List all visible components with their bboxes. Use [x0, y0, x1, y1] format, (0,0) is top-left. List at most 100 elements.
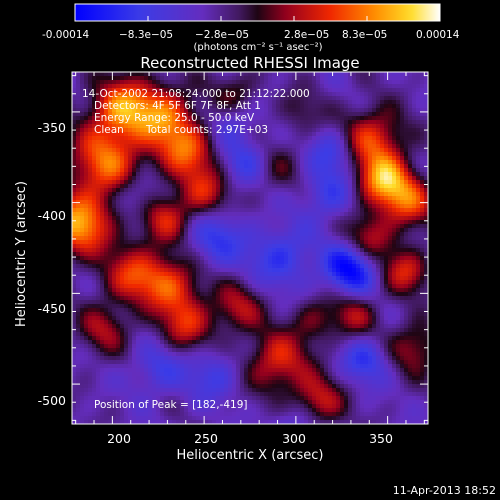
heatmap-cell	[296, 152, 300, 156]
heatmap-cell	[412, 200, 416, 204]
heatmap-cell	[388, 120, 392, 124]
heatmap-cell	[128, 208, 132, 212]
heatmap-cell	[396, 244, 400, 248]
heatmap-cell	[304, 216, 308, 220]
heatmap-cell	[376, 248, 380, 252]
heatmap-cell	[204, 96, 208, 100]
heatmap-cell	[212, 212, 216, 216]
heatmap-cell	[232, 248, 236, 252]
heatmap-cell	[80, 256, 84, 260]
heatmap-cell	[208, 188, 212, 192]
heatmap-cell	[360, 288, 364, 292]
heatmap-cell	[300, 216, 304, 220]
heatmap-cell	[92, 176, 96, 180]
heatmap-cell	[368, 172, 372, 176]
heatmap-cell	[76, 84, 80, 88]
heatmap-cell	[272, 196, 276, 200]
heatmap-cell	[408, 132, 412, 136]
heatmap-cell	[148, 84, 152, 88]
heatmap-cell	[160, 252, 164, 256]
heatmap-cell	[368, 216, 372, 220]
heatmap-cell	[88, 284, 92, 288]
heatmap-cell	[416, 284, 420, 288]
heatmap-cell	[412, 216, 416, 220]
heatmap-cell	[100, 208, 104, 212]
heatmap-cell	[384, 228, 388, 232]
heatmap-cell	[136, 216, 140, 220]
heatmap-cell	[328, 260, 332, 264]
heatmap-cell	[208, 196, 212, 200]
heatmap-cell	[360, 260, 364, 264]
heatmap-cell	[160, 184, 164, 188]
heatmap-cell	[116, 216, 120, 220]
heatmap-cell	[208, 272, 212, 276]
heatmap-cell	[136, 272, 140, 276]
heatmap-cell	[312, 184, 316, 188]
heatmap-cell	[336, 228, 340, 232]
heatmap-cell	[344, 152, 348, 156]
heatmap-cell	[296, 172, 300, 176]
heatmap-cell	[76, 224, 80, 228]
heatmap-cell	[204, 104, 208, 108]
heatmap-cell	[104, 112, 108, 116]
heatmap-cell	[72, 148, 76, 152]
heatmap-cell	[104, 180, 108, 184]
heatmap-cell	[276, 216, 280, 220]
heatmap-cell	[284, 132, 288, 136]
heatmap-cell	[336, 240, 340, 244]
heatmap-cell	[252, 148, 256, 152]
heatmap-cell	[168, 252, 172, 256]
heatmap-cell	[368, 108, 372, 112]
heatmap-cell	[256, 124, 260, 128]
heatmap-cell	[312, 120, 316, 124]
heatmap-cell	[80, 276, 84, 280]
heatmap-cell	[404, 240, 408, 244]
heatmap-cell	[216, 140, 220, 144]
heatmap-cell	[336, 232, 340, 236]
heatmap-cell	[128, 236, 132, 240]
heatmap-cell	[84, 200, 88, 204]
heatmap-cell	[392, 188, 396, 192]
heatmap-cell	[196, 136, 200, 140]
heatmap-cell	[100, 272, 104, 276]
heatmap-cell	[164, 160, 168, 164]
heatmap-cell	[128, 180, 132, 184]
heatmap-cell	[356, 264, 360, 268]
heatmap-cell	[164, 128, 168, 132]
heatmap-cell	[360, 124, 364, 128]
heatmap-cell	[268, 200, 272, 204]
heatmap-cell	[88, 164, 92, 168]
heatmap-cell	[360, 72, 364, 76]
heatmap-cell	[144, 236, 148, 240]
heatmap-cell	[152, 184, 156, 188]
heatmap-cell	[304, 116, 308, 120]
heatmap-cell	[356, 248, 360, 252]
heatmap-cell	[228, 104, 232, 108]
heatmap-cell	[80, 240, 84, 244]
heatmap-cell	[116, 108, 120, 112]
heatmap-cell	[320, 256, 324, 260]
heatmap-cell	[220, 200, 224, 204]
heatmap-cell	[152, 272, 156, 276]
heatmap-cell	[356, 168, 360, 172]
heatmap-cell	[84, 108, 88, 112]
heatmap-cell	[128, 280, 132, 284]
heatmap-cell	[116, 292, 120, 296]
heatmap-cell	[128, 184, 132, 188]
heatmap-cell	[292, 160, 296, 164]
heatmap-cell	[284, 192, 288, 196]
heatmap-cell	[404, 128, 408, 132]
heatmap-cell	[340, 220, 344, 224]
heatmap-cell	[104, 160, 108, 164]
heatmap-cell	[216, 248, 220, 252]
heatmap-cell	[192, 196, 196, 200]
heatmap-cell	[96, 256, 100, 260]
heatmap-cell	[408, 284, 412, 288]
heatmap-cell	[296, 292, 300, 296]
heatmap-cell	[416, 228, 420, 232]
heatmap-cell	[76, 96, 80, 100]
heatmap-cell	[188, 92, 192, 96]
heatmap-cell	[224, 96, 228, 100]
heatmap-cell	[272, 212, 276, 216]
heatmap-cell	[148, 260, 152, 264]
